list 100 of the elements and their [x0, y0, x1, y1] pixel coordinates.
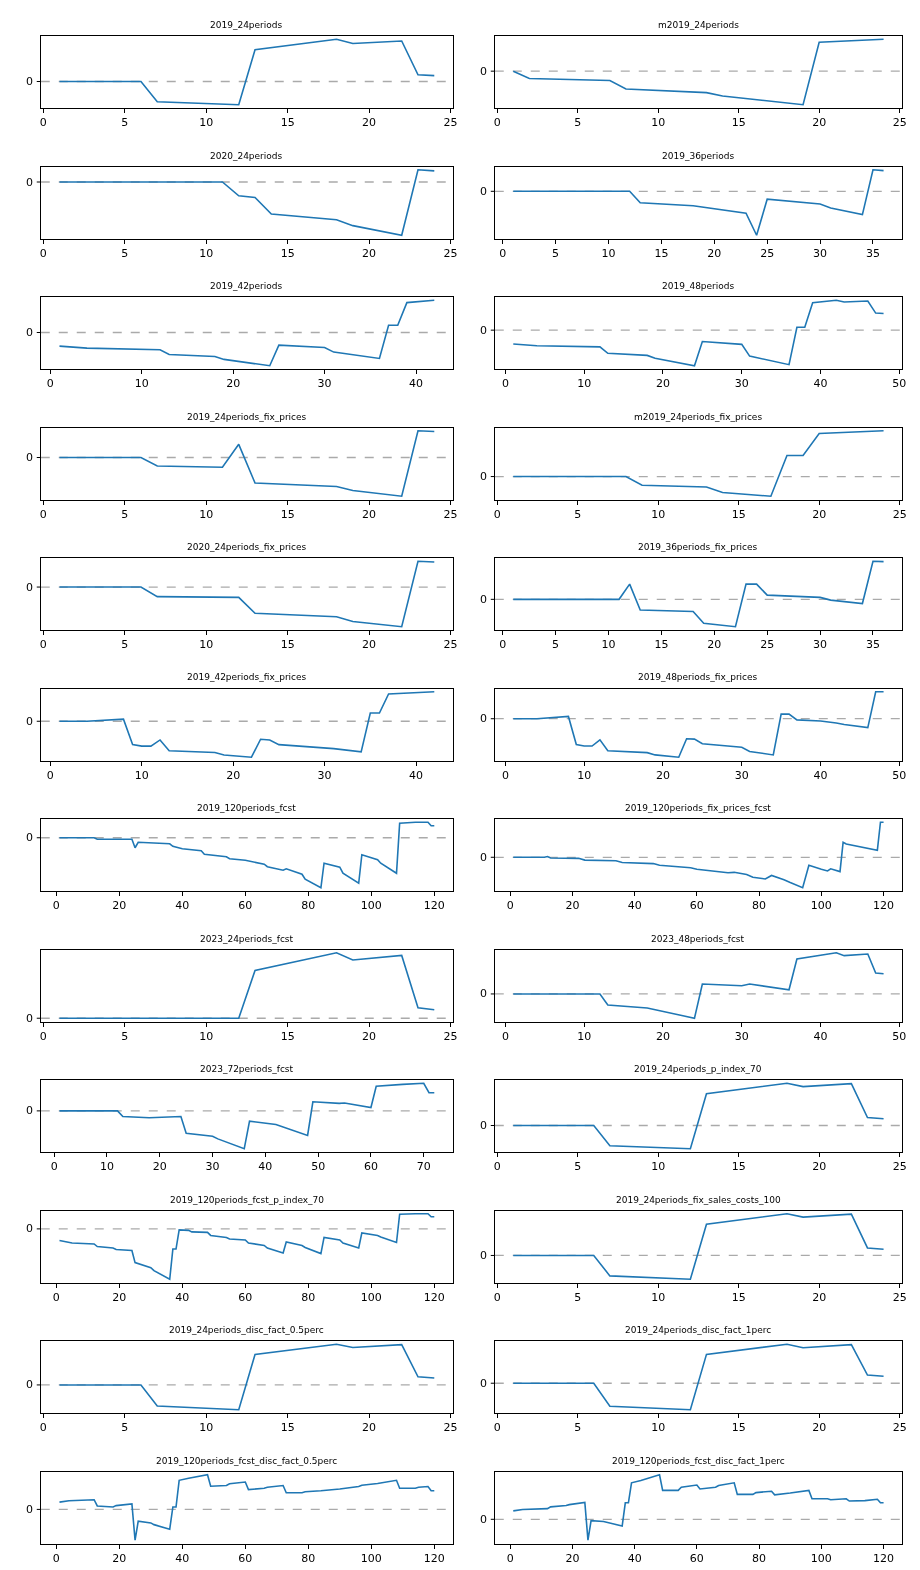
x-tick-label: 15	[654, 246, 669, 260]
x-tick-label: 0	[39, 1421, 47, 1435]
x-tick-label: 20	[226, 768, 241, 782]
x-tick-label: 5	[121, 1421, 129, 1435]
ref-line-label: 0	[480, 851, 487, 864]
x-tick-label: 80	[301, 1551, 316, 1565]
x-tick-label: 60	[238, 899, 253, 913]
chart-title: 2019_120periods_fcst_disc_fact_0.5perc	[156, 1456, 338, 1466]
x-tick-label: 5	[574, 1290, 582, 1304]
x-tick-label: 5	[552, 638, 560, 652]
x-tick-label: 25	[892, 1421, 907, 1435]
x-tick-label: 0	[52, 899, 60, 913]
x-tick-label: 10	[577, 768, 592, 782]
chart-title: 2019_42periods_fix_prices	[187, 672, 307, 682]
x-tick-label: 25	[443, 638, 458, 652]
x-tick-label: 10	[651, 1421, 666, 1435]
x-tick-label: 5	[121, 507, 129, 521]
chart-title: 2019_36periods	[662, 151, 735, 161]
ref-line-label: 0	[26, 75, 33, 88]
x-tick-label: 15	[280, 246, 295, 260]
x-tick-label: 20	[655, 768, 670, 782]
chart-title: 2019_120periods_fcst_p_index_70	[170, 1195, 325, 1205]
x-tick-label: 100	[360, 1290, 382, 1304]
x-tick-label: 5	[574, 116, 582, 130]
x-tick-label: 0	[501, 377, 509, 391]
x-tick-label: 25	[760, 246, 775, 260]
x-tick-label: 25	[892, 1290, 907, 1304]
x-tick-label: 50	[892, 1029, 907, 1043]
x-tick-label: 120	[423, 1551, 445, 1565]
ref-line-label: 0	[26, 715, 33, 728]
x-tick-label: 25	[443, 507, 458, 521]
x-tick-label: 15	[654, 638, 669, 652]
ref-line-label: 0	[480, 1377, 487, 1390]
x-tick-label: 100	[810, 1551, 832, 1565]
x-tick-label: 5	[121, 1029, 129, 1043]
x-tick-label: 60	[238, 1551, 253, 1565]
x-tick-label: 0	[493, 1421, 501, 1435]
chart-title: 2019_48periods	[662, 281, 735, 291]
x-tick-label: 0	[39, 246, 47, 260]
x-tick-label: 50	[311, 1160, 326, 1174]
x-tick-label: 40	[813, 377, 828, 391]
x-tick-label: 40	[813, 1029, 828, 1043]
x-tick-label: 40	[175, 1551, 190, 1565]
x-tick-label: 40	[813, 768, 828, 782]
x-tick-label: 5	[121, 246, 129, 260]
x-tick-label: 15	[280, 1029, 295, 1043]
x-tick-label: 10	[651, 1290, 666, 1304]
x-tick-label: 40	[627, 899, 642, 913]
x-tick-label: 20	[152, 1160, 167, 1174]
x-tick-label: 20	[655, 377, 670, 391]
x-tick-label: 120	[873, 899, 895, 913]
x-tick-label: 35	[865, 246, 880, 260]
x-tick-label: 20	[812, 507, 827, 521]
x-tick-label: 0	[46, 768, 54, 782]
x-tick-label: 10	[199, 116, 214, 130]
x-tick-label: 80	[301, 899, 316, 913]
x-tick-label: 15	[280, 1421, 295, 1435]
ref-line-label: 0	[26, 451, 33, 464]
chart-title: 2020_24periods_fix_prices	[187, 542, 307, 552]
x-tick-label: 0	[46, 377, 54, 391]
chart-title: m2019_24periods_fix_prices	[634, 412, 763, 422]
x-tick-label: 20	[112, 1551, 127, 1565]
x-tick-label: 20	[565, 899, 580, 913]
ref-line-label: 0	[26, 1222, 33, 1235]
ref-line-label: 0	[480, 1249, 487, 1262]
x-tick-label: 100	[360, 899, 382, 913]
ref-line-label: 0	[480, 324, 487, 337]
x-tick-label: 20	[112, 899, 127, 913]
ref-line-label: 0	[26, 581, 33, 594]
x-tick-label: 10	[134, 768, 149, 782]
x-tick-label: 0	[50, 1160, 58, 1174]
x-tick-label: 15	[731, 507, 746, 521]
x-tick-label: 25	[443, 1029, 458, 1043]
x-tick-label: 0	[39, 1029, 47, 1043]
x-tick-label: 15	[731, 116, 746, 130]
x-tick-label: 15	[280, 638, 295, 652]
x-tick-label: 30	[205, 1160, 220, 1174]
x-tick-label: 15	[731, 1421, 746, 1435]
x-tick-label: 20	[707, 246, 722, 260]
x-tick-label: 0	[39, 507, 47, 521]
x-tick-label: 80	[752, 899, 767, 913]
ref-line-label: 0	[480, 987, 487, 1000]
x-tick-label: 40	[409, 768, 424, 782]
x-tick-label: 20	[226, 377, 241, 391]
x-tick-label: 0	[493, 1290, 501, 1304]
x-tick-label: 15	[731, 1290, 746, 1304]
chart-title: 2019_120periods_fix_prices_fcst	[625, 803, 772, 813]
chart-title: 2023_24periods_fcst	[200, 934, 294, 944]
x-tick-label: 35	[865, 638, 880, 652]
x-tick-label: 15	[731, 1160, 746, 1174]
x-tick-label: 100	[360, 1551, 382, 1565]
x-tick-label: 30	[734, 377, 749, 391]
x-tick-label: 25	[892, 116, 907, 130]
x-tick-label: 25	[443, 116, 458, 130]
x-tick-label: 20	[362, 1029, 377, 1043]
x-tick-label: 10	[651, 116, 666, 130]
x-tick-label: 40	[627, 1551, 642, 1565]
ref-line-label: 0	[26, 176, 33, 189]
ref-line-label: 0	[26, 1012, 33, 1025]
x-tick-label: 0	[52, 1290, 60, 1304]
